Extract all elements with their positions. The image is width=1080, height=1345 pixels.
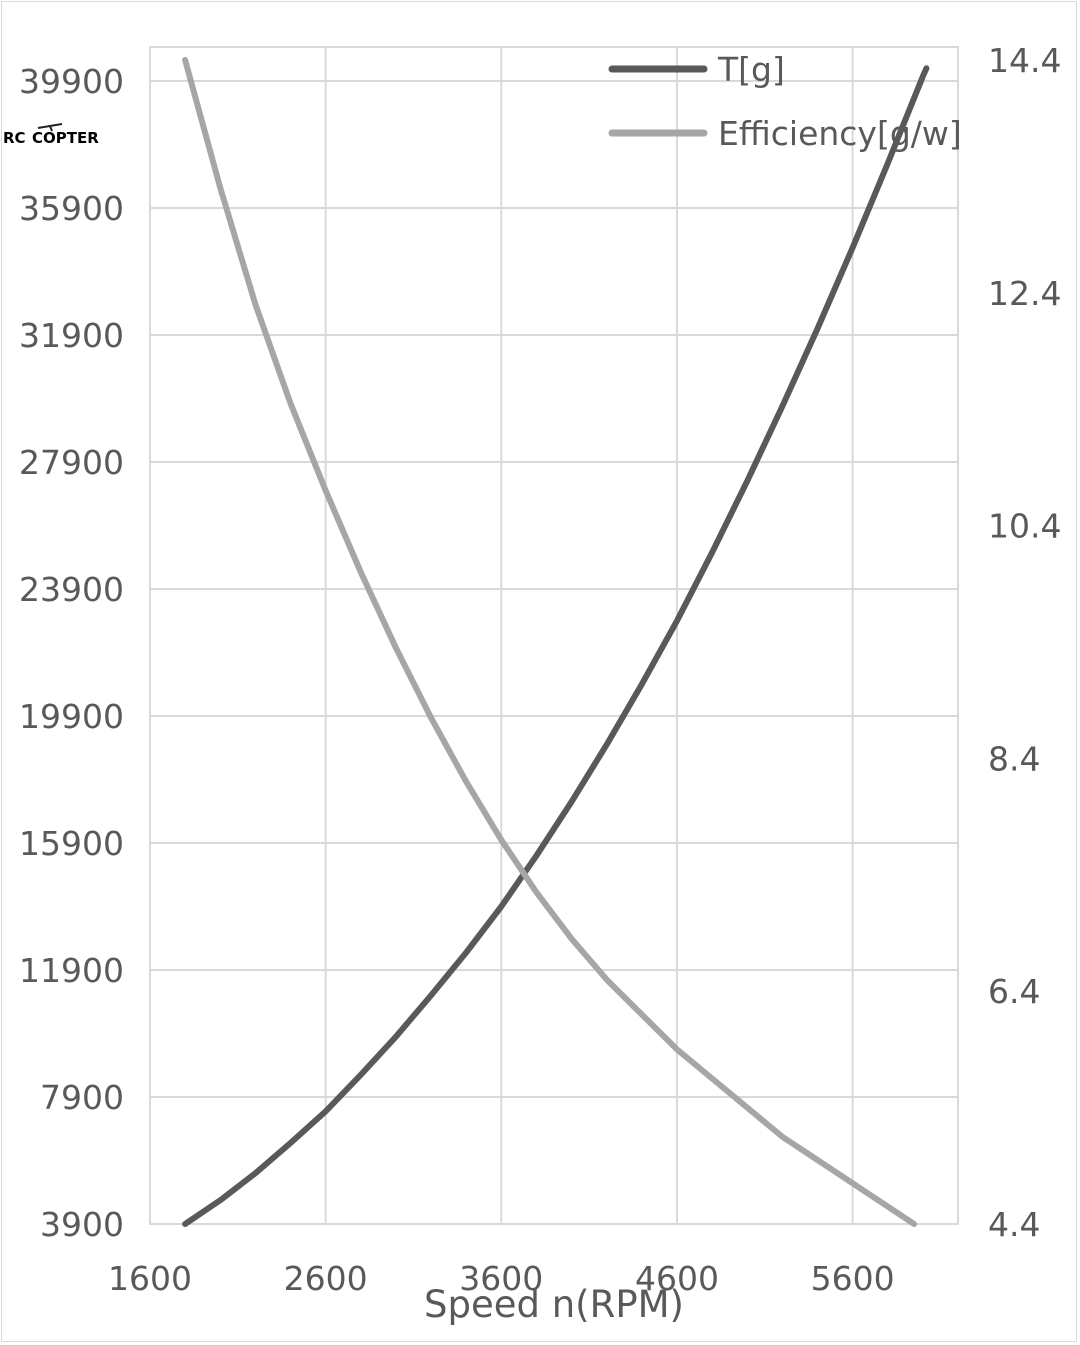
x-axis-title: Speed n(RPM) [424, 1283, 684, 1326]
x-tick-label: 4600 [635, 1259, 719, 1298]
y-left-tick-label: 23900 [19, 570, 124, 609]
x-tick-labels: 1600 2600 3600 4600 5600 [108, 1259, 895, 1298]
legend-label: T[g] [717, 50, 785, 89]
y-left-tick-label: 3900 [40, 1205, 124, 1244]
y-left-tick-label: 39900 [19, 62, 124, 101]
logo-text-rc: RC [3, 129, 26, 147]
y-left-tick-label: 19900 [19, 697, 124, 736]
series-line [182, 65, 930, 1227]
y-left-tick-label: 15900 [19, 824, 124, 863]
y-left-tick-label: 31900 [19, 316, 124, 355]
y-right-tick-label: 10.4 [988, 507, 1061, 546]
y-left-tick-label: 35900 [19, 189, 124, 228]
y-right-tick-label: 12.4 [988, 274, 1061, 313]
y-right-tick-labels: 4.4 6.4 8.4 10.4 12.4 14.4 [988, 41, 1061, 1244]
series-layer [182, 57, 930, 1227]
x-tick-label: 3600 [459, 1259, 543, 1298]
legend-label: Efficiency[g/w] [718, 114, 962, 153]
y-left-tick-label: 11900 [19, 951, 124, 990]
y-left-tick-label: 27900 [19, 443, 124, 482]
y-right-tick-label: 14.4 [988, 41, 1061, 80]
y-right-tick-label: 8.4 [988, 739, 1040, 778]
x-tick-label: 1600 [108, 1259, 192, 1298]
y-right-tick-label: 4.4 [988, 1205, 1040, 1244]
y-right-tick-label: 6.4 [988, 972, 1040, 1011]
y-left-tick-label: 7900 [40, 1078, 124, 1117]
logo-text-copter: COPTER [32, 129, 99, 147]
x-tick-label: 2600 [284, 1259, 368, 1298]
series-line [182, 57, 918, 1227]
plot-area-border [149, 46, 959, 1225]
x-tick-label: 5600 [811, 1259, 895, 1298]
logo-propeller-mark [37, 123, 63, 132]
y-left-tick-labels: 3900 7900 11900 15900 19900 23900 27900 31900 35… [19, 62, 124, 1244]
grid [149, 47, 958, 1225]
rc-copter-logo: RC COPTER [3, 123, 99, 147]
legend: T[g] Efficiency[g/w] [608, 50, 962, 153]
